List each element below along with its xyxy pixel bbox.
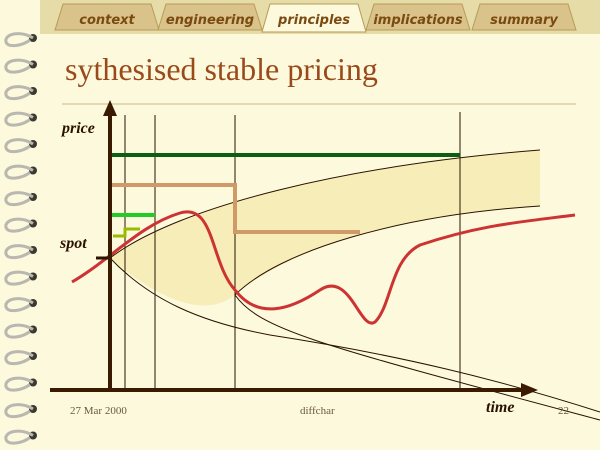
ring <box>4 58 34 74</box>
y-axis-label: price <box>60 120 95 137</box>
ring <box>4 323 34 339</box>
ring <box>4 138 34 154</box>
lower-bound <box>109 257 600 413</box>
ring <box>4 217 34 233</box>
footer-page: 22 <box>558 405 569 417</box>
x-axis-label: time <box>486 399 514 416</box>
tab-label[interactable]: summary <box>490 13 558 28</box>
price-level <box>113 227 140 238</box>
tab-bar: context engineering principles implications… <box>54 3 577 33</box>
ring <box>4 403 34 419</box>
spiral-binding <box>4 32 37 445</box>
spot-label: spot <box>59 235 87 252</box>
upper-bound-2 <box>234 205 541 296</box>
cone-area <box>110 150 540 306</box>
ring <box>4 376 34 392</box>
ring <box>4 191 34 207</box>
tab[interactable] <box>471 3 577 31</box>
tab[interactable] <box>261 3 367 33</box>
tab-label[interactable]: principles <box>277 13 350 28</box>
price-level <box>110 183 360 234</box>
tab[interactable] <box>365 3 471 31</box>
tab[interactable] <box>54 3 160 31</box>
ring <box>4 111 34 127</box>
ring <box>4 164 34 180</box>
cone-curves <box>109 149 600 421</box>
ring <box>4 270 34 286</box>
spot-price-curve <box>71 210 576 325</box>
tab-label[interactable]: engineering <box>166 13 254 28</box>
time-markers <box>124 112 461 390</box>
ring <box>4 350 34 366</box>
y-axis-arrow <box>103 100 117 116</box>
ring <box>4 429 34 445</box>
x-axis-arrow <box>521 383 538 397</box>
footer-date: 27 Mar 2000 <box>70 405 127 417</box>
upper-bound <box>109 149 541 259</box>
tab[interactable] <box>157 3 263 31</box>
ring <box>4 297 34 313</box>
ring <box>4 244 34 260</box>
slide-title: sythesised stable pricing <box>65 51 378 87</box>
footer-name: diffchar <box>300 405 335 417</box>
ring <box>4 85 34 101</box>
ring <box>4 32 34 48</box>
tab-label[interactable]: implications <box>373 13 463 28</box>
tab-label[interactable]: context <box>79 13 135 28</box>
lower-bound-2 <box>234 294 600 421</box>
